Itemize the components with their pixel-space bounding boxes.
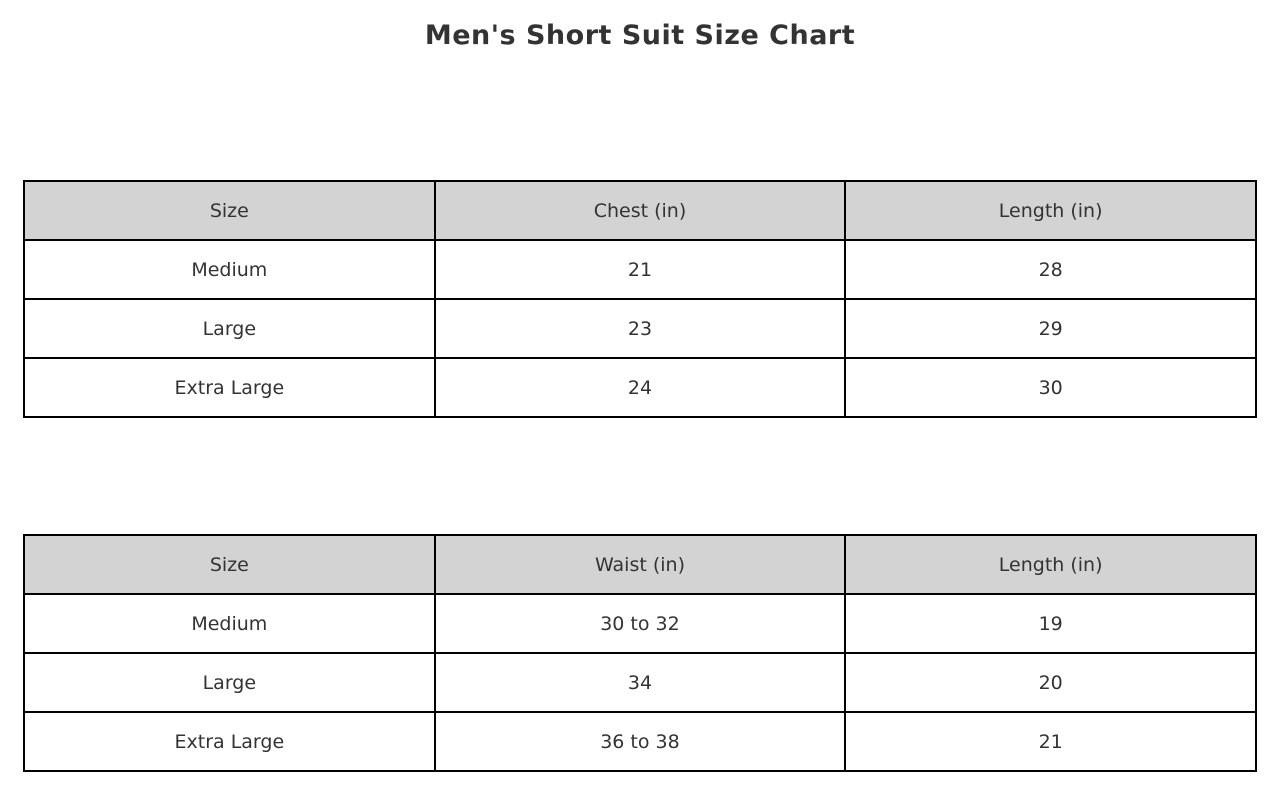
column-header-size: Size	[23, 534, 436, 595]
column-header-size: Size	[23, 180, 436, 241]
cell-chest: 23	[433, 298, 847, 359]
cell-size: Large	[23, 652, 436, 713]
column-header-waist: Waist (in)	[433, 534, 847, 595]
chest-size-table: Size Chest (in) Length (in) Medium 21 28…	[23, 180, 1257, 418]
cell-size: Extra Large	[23, 357, 436, 418]
table-row: Large 34 20	[23, 652, 1257, 713]
table-row: Extra Large 24 30	[23, 357, 1257, 418]
cell-size: Medium	[23, 239, 436, 300]
cell-size: Extra Large	[23, 711, 436, 772]
cell-waist: 34	[433, 652, 847, 713]
table-header-row: Size Waist (in) Length (in)	[23, 534, 1257, 595]
waist-size-table: Size Waist (in) Length (in) Medium 30 to…	[23, 534, 1257, 772]
cell-length: 30	[844, 357, 1257, 418]
cell-length: 20	[844, 652, 1257, 713]
table-header-row: Size Chest (in) Length (in)	[23, 180, 1257, 241]
chest-size-table-body: Medium 21 28 Large 23 29 Extra Large 24 …	[23, 239, 1257, 418]
cell-waist: 36 to 38	[433, 711, 847, 772]
cell-length: 29	[844, 298, 1257, 359]
chest-size-table-head: Size Chest (in) Length (in)	[23, 180, 1257, 241]
table-row: Large 23 29	[23, 298, 1257, 359]
cell-length: 21	[844, 711, 1257, 772]
cell-chest: 21	[433, 239, 847, 300]
cell-chest: 24	[433, 357, 847, 418]
waist-size-table-body: Medium 30 to 32 19 Large 34 20 Extra Lar…	[23, 593, 1257, 772]
waist-size-table-head: Size Waist (in) Length (in)	[23, 534, 1257, 595]
table-row: Medium 30 to 32 19	[23, 593, 1257, 654]
cell-length: 28	[844, 239, 1257, 300]
page-title: Men's Short Suit Size Chart	[424, 20, 856, 51]
column-header-chest: Chest (in)	[433, 180, 847, 241]
column-header-length: Length (in)	[844, 534, 1257, 595]
cell-size: Medium	[23, 593, 436, 654]
table-row: Extra Large 36 to 38 21	[23, 711, 1257, 772]
cell-waist: 30 to 32	[433, 593, 847, 654]
table-row: Medium 21 28	[23, 239, 1257, 300]
column-header-length: Length (in)	[844, 180, 1257, 241]
cell-size: Large	[23, 298, 436, 359]
cell-length: 19	[844, 593, 1257, 654]
